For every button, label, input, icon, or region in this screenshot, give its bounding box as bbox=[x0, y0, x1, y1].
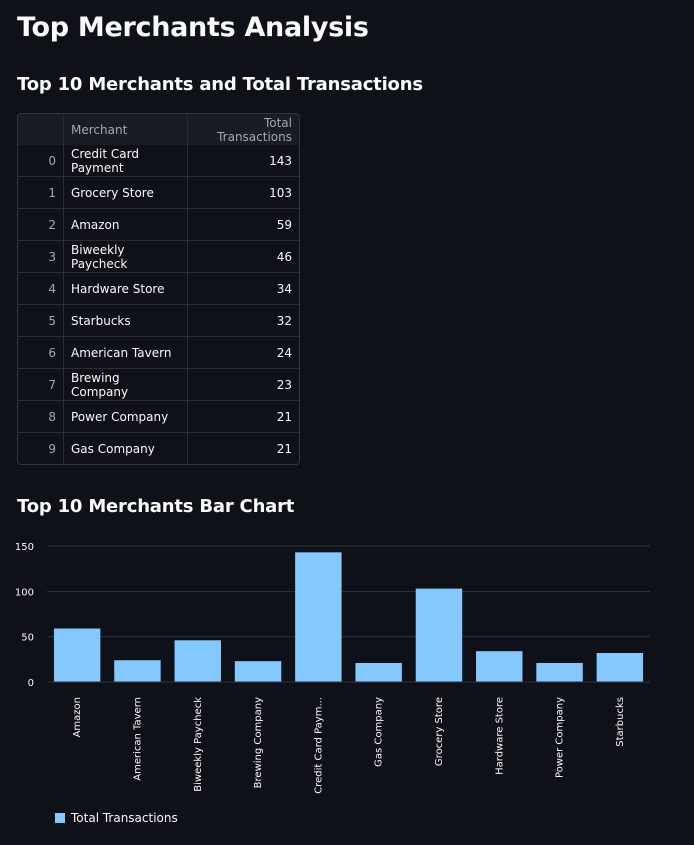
merchant-cell[interactable]: Brewing Company bbox=[63, 368, 188, 401]
total-cell[interactable]: 143 bbox=[187, 145, 299, 177]
index-column-header[interactable] bbox=[18, 114, 64, 145]
row-index: 5 bbox=[18, 304, 64, 337]
x-tick-label: Amazon bbox=[72, 697, 83, 737]
total-cell[interactable]: 46 bbox=[187, 240, 299, 273]
row-index: 9 bbox=[18, 432, 64, 464]
table-row: 6 American Tavern 24 bbox=[18, 336, 299, 369]
y-tick-label: 150 bbox=[15, 542, 34, 553]
total-cell[interactable]: 24 bbox=[187, 336, 299, 369]
x-tick-label: Starbucks bbox=[615, 697, 626, 747]
table-section-heading: Top 10 Merchants and Total Transactions bbox=[17, 74, 423, 95]
merchant-column-header[interactable]: Merchant bbox=[63, 114, 188, 145]
bar[interactable] bbox=[295, 552, 342, 682]
table-row: 4 Hardware Store 34 bbox=[18, 272, 299, 305]
bar[interactable] bbox=[536, 662, 583, 682]
row-index: 7 bbox=[18, 368, 64, 401]
total-cell[interactable]: 59 bbox=[187, 208, 299, 241]
legend-swatch bbox=[55, 813, 65, 823]
merchant-cell[interactable]: Gas Company bbox=[63, 432, 188, 464]
bar[interactable] bbox=[476, 651, 523, 682]
bar[interactable] bbox=[114, 660, 161, 682]
merchant-cell[interactable]: Grocery Store bbox=[63, 176, 188, 209]
row-index: 1 bbox=[18, 176, 64, 209]
total-transactions-column-header[interactable]: Total Transactions bbox=[187, 114, 299, 145]
merchants-bar-chart[interactable]: 0 50 100 150 Amazon American Tavern Biweekly P… bbox=[0, 530, 694, 800]
total-cell[interactable]: 103 bbox=[187, 176, 299, 209]
merchant-cell[interactable]: American Tavern bbox=[63, 336, 188, 369]
row-index: 3 bbox=[18, 240, 64, 273]
merchant-cell[interactable]: Power Company bbox=[63, 400, 188, 433]
y-tick-label: 100 bbox=[15, 587, 34, 598]
x-tick-label: Grocery Store bbox=[434, 697, 445, 766]
bar[interactable] bbox=[174, 640, 221, 682]
total-cell[interactable]: 34 bbox=[187, 272, 299, 305]
x-tick-label: American Tavern bbox=[132, 697, 143, 781]
merchant-cell[interactable]: Hardware Store bbox=[63, 272, 188, 305]
bar[interactable] bbox=[596, 652, 644, 682]
row-index: 6 bbox=[18, 336, 64, 369]
total-cell[interactable]: 21 bbox=[187, 400, 299, 433]
row-index: 0 bbox=[18, 145, 64, 177]
merchant-cell[interactable]: Credit Card Payment bbox=[63, 145, 188, 177]
bar[interactable] bbox=[355, 662, 402, 682]
legend-label: Total Transactions bbox=[71, 811, 178, 825]
x-tick-label: Power Company bbox=[555, 697, 566, 778]
x-tick-label: Gas Company bbox=[374, 697, 385, 767]
row-index: 2 bbox=[18, 208, 64, 241]
table-row: 3 Biweekly Paycheck 46 bbox=[18, 240, 299, 273]
table-row: 2 Amazon 59 bbox=[18, 208, 299, 241]
table-row: 7 Brewing Company 23 bbox=[18, 368, 299, 401]
x-tick-label: Hardware Store bbox=[494, 697, 505, 775]
page-title: Top Merchants Analysis bbox=[17, 12, 369, 43]
total-cell[interactable]: 32 bbox=[187, 304, 299, 337]
x-tick-label: Credit Card Paym... bbox=[313, 697, 324, 794]
total-cell[interactable]: 21 bbox=[187, 432, 299, 464]
table-row: 5 Starbucks 32 bbox=[18, 304, 299, 337]
bar[interactable] bbox=[234, 661, 282, 682]
bar[interactable] bbox=[53, 628, 101, 682]
merchant-cell[interactable]: Biweekly Paycheck bbox=[63, 240, 188, 273]
table-row: 8 Power Company 21 bbox=[18, 400, 299, 433]
bar[interactable] bbox=[415, 588, 463, 682]
chart-section-heading: Top 10 Merchants Bar Chart bbox=[17, 496, 295, 517]
y-tick-label: 50 bbox=[21, 633, 34, 644]
table-row: 1 Grocery Store 103 bbox=[18, 176, 299, 209]
table-header-row: Merchant Total Transactions bbox=[18, 114, 299, 145]
y-tick-label: 0 bbox=[28, 678, 34, 689]
merchants-dataframe[interactable]: Merchant Total Transactions 0 Credit Car… bbox=[17, 113, 300, 465]
chart-legend[interactable]: Total Transactions bbox=[55, 811, 178, 825]
merchant-cell[interactable]: Starbucks bbox=[63, 304, 188, 337]
x-tick-label: Biweekly Paycheck bbox=[193, 697, 204, 792]
row-index: 4 bbox=[18, 272, 64, 305]
merchant-cell[interactable]: Amazon bbox=[63, 208, 188, 241]
total-cell[interactable]: 23 bbox=[187, 368, 299, 401]
row-index: 8 bbox=[18, 400, 64, 433]
x-tick-label: Brewing Company bbox=[253, 697, 264, 788]
table-row: 0 Credit Card Payment 143 bbox=[18, 145, 299, 177]
table-row: 9 Gas Company 21 bbox=[18, 432, 299, 464]
